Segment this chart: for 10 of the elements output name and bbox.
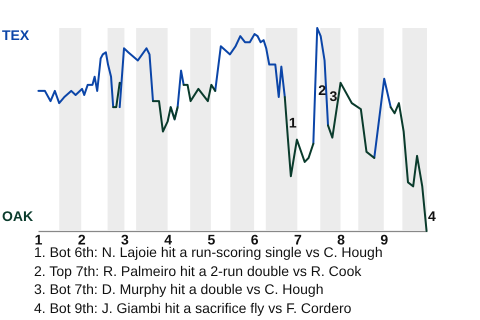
annotation: 2 <box>318 82 326 98</box>
text: OAK <box>2 208 34 224</box>
annotation: 4 <box>428 208 436 224</box>
annotation: 1 <box>288 114 297 130</box>
text: 2. Top 7th: R. Palmeiro hit a 2-run double vs R. Cook <box>34 262 362 280</box>
annotation: 3 <box>329 88 338 104</box>
text: TEX <box>2 27 30 43</box>
x-tick-label: 9 <box>380 232 388 248</box>
text: 3. Bot 7th: D. Murphy hit a double vs C. Hough <box>34 280 324 298</box>
text: 4. Bot 9th: J. Giambi hit a sacrifice fly vs F. Cordero <box>34 298 352 317</box>
